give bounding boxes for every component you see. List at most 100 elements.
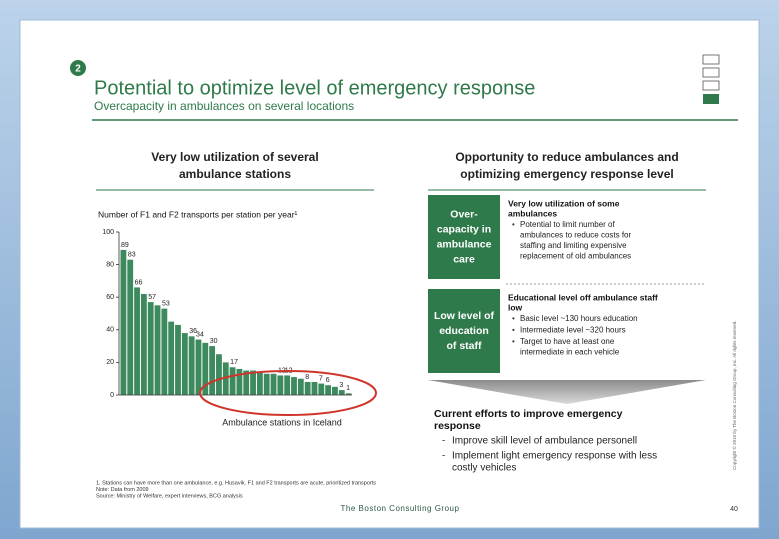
bar xyxy=(154,305,161,395)
box-heading: Very low utilization of some xyxy=(508,198,620,208)
bar xyxy=(297,378,304,395)
box-label: ambulance xyxy=(437,238,492,250)
bullet-text: staffing and limiting expensive xyxy=(520,241,627,250)
bullet: - xyxy=(442,436,445,447)
bar xyxy=(140,293,147,395)
bar xyxy=(161,308,168,395)
bar xyxy=(188,336,195,395)
bar xyxy=(304,381,311,395)
bar xyxy=(256,372,263,395)
box-heading: ambulances xyxy=(508,208,557,218)
data-label: 17 xyxy=(230,359,238,366)
section-number: 2 xyxy=(75,64,81,75)
box-heading: low xyxy=(508,302,523,312)
column-heading: Opportunity to reduce ambulances and xyxy=(455,150,678,164)
bar xyxy=(311,381,318,395)
bar xyxy=(270,373,277,395)
box-label: Over- xyxy=(450,208,478,220)
bar xyxy=(345,393,352,395)
data-label: 53 xyxy=(162,300,170,307)
bullet: • xyxy=(512,326,515,335)
bar xyxy=(250,370,256,395)
box-label: care xyxy=(453,253,475,265)
highlight-ring xyxy=(199,370,377,416)
column-heading: optimizing emergency response level xyxy=(460,167,673,181)
slide xyxy=(19,19,760,529)
box-label: of staff xyxy=(447,340,483,352)
x-axis-label: Ambulance stations in Iceland xyxy=(222,417,342,427)
y-tick-label: 0 xyxy=(110,392,114,399)
label-box xyxy=(428,289,500,373)
box-label: Low level of xyxy=(434,310,495,322)
footnote: Note: Data from 2009 xyxy=(96,487,149,493)
nav-box xyxy=(702,67,720,78)
nav-box xyxy=(702,54,720,65)
data-label: 34 xyxy=(196,331,204,338)
efforts-heading: Current efforts to improve emergency xyxy=(434,408,623,420)
nav-box xyxy=(702,80,720,91)
data-label: 8 xyxy=(305,374,309,381)
bullet: • xyxy=(512,314,515,323)
bar xyxy=(127,259,134,395)
bar xyxy=(222,362,229,395)
bullet-text: Implement light emergency response with … xyxy=(452,451,657,462)
bullet-text: Intermediate level ~320 hours xyxy=(520,326,626,335)
y-tick-label: 80 xyxy=(106,261,114,268)
data-label: 36 xyxy=(189,328,197,335)
y-tick-label: 40 xyxy=(106,327,114,334)
bar xyxy=(175,324,181,395)
data-label: 1 xyxy=(346,385,350,392)
data-label: 83 xyxy=(128,252,136,259)
nav-box-active xyxy=(703,94,719,104)
bar xyxy=(291,377,297,395)
bar xyxy=(318,383,325,395)
bar xyxy=(202,342,209,395)
y-tick-label: 20 xyxy=(106,359,114,366)
bullet-text: Improve skill level of ambulance persone… xyxy=(452,436,637,447)
bar xyxy=(284,375,291,395)
data-label: 30 xyxy=(210,338,218,345)
label-box xyxy=(428,195,500,279)
bar xyxy=(243,370,250,395)
bar xyxy=(325,385,332,395)
section-badge xyxy=(70,60,86,76)
data-label: 57 xyxy=(148,294,156,301)
slide-title: Potential to optimize level of emergency… xyxy=(94,77,535,99)
efforts-heading: response xyxy=(434,420,481,432)
data-label: 6 xyxy=(326,377,330,384)
bar xyxy=(263,373,270,395)
bar xyxy=(195,339,202,395)
box-label: capacity in xyxy=(437,223,491,235)
data-label: 7 xyxy=(319,375,323,382)
y-tick-label: 100 xyxy=(102,229,114,236)
column-heading: Very low utilization of several xyxy=(151,150,318,164)
data-label: 89 xyxy=(121,242,129,249)
bullet-text: costly vehicles xyxy=(452,463,516,474)
data-label: 66 xyxy=(135,279,143,286)
y-tick-label: 60 xyxy=(106,294,114,301)
bullet-text: replacement of old ambulances xyxy=(520,252,631,261)
bar xyxy=(134,287,140,395)
logo: The Boston Consulting Group xyxy=(341,504,460,513)
bar xyxy=(338,390,345,395)
bullet-text: Potential to limit number of xyxy=(520,220,615,229)
bullet-text: Basic level ~130 hours education xyxy=(520,314,638,323)
bar xyxy=(277,375,284,395)
bar xyxy=(168,321,175,395)
slide-subtitle: Overcapacity in ambulances on several lo… xyxy=(94,99,354,113)
bar xyxy=(209,346,216,395)
data-label: 3 xyxy=(339,382,343,389)
bar xyxy=(229,367,236,395)
chart-title: Number of F1 and F2 transports per stati… xyxy=(98,209,298,219)
bullet-text: intermediate in each vehicle xyxy=(520,348,620,357)
bar xyxy=(181,333,188,395)
bar xyxy=(216,354,222,395)
bullet: • xyxy=(512,337,515,346)
bullet-text: ambulances to reduce costs for xyxy=(520,231,632,240)
footnote: 1. Stations can have more than one ambul… xyxy=(96,480,376,486)
bullet: - xyxy=(442,451,445,462)
column-heading: ambulance stations xyxy=(179,167,291,181)
box-heading: Educational level off ambulance staff xyxy=(508,292,658,302)
bar xyxy=(147,302,154,395)
